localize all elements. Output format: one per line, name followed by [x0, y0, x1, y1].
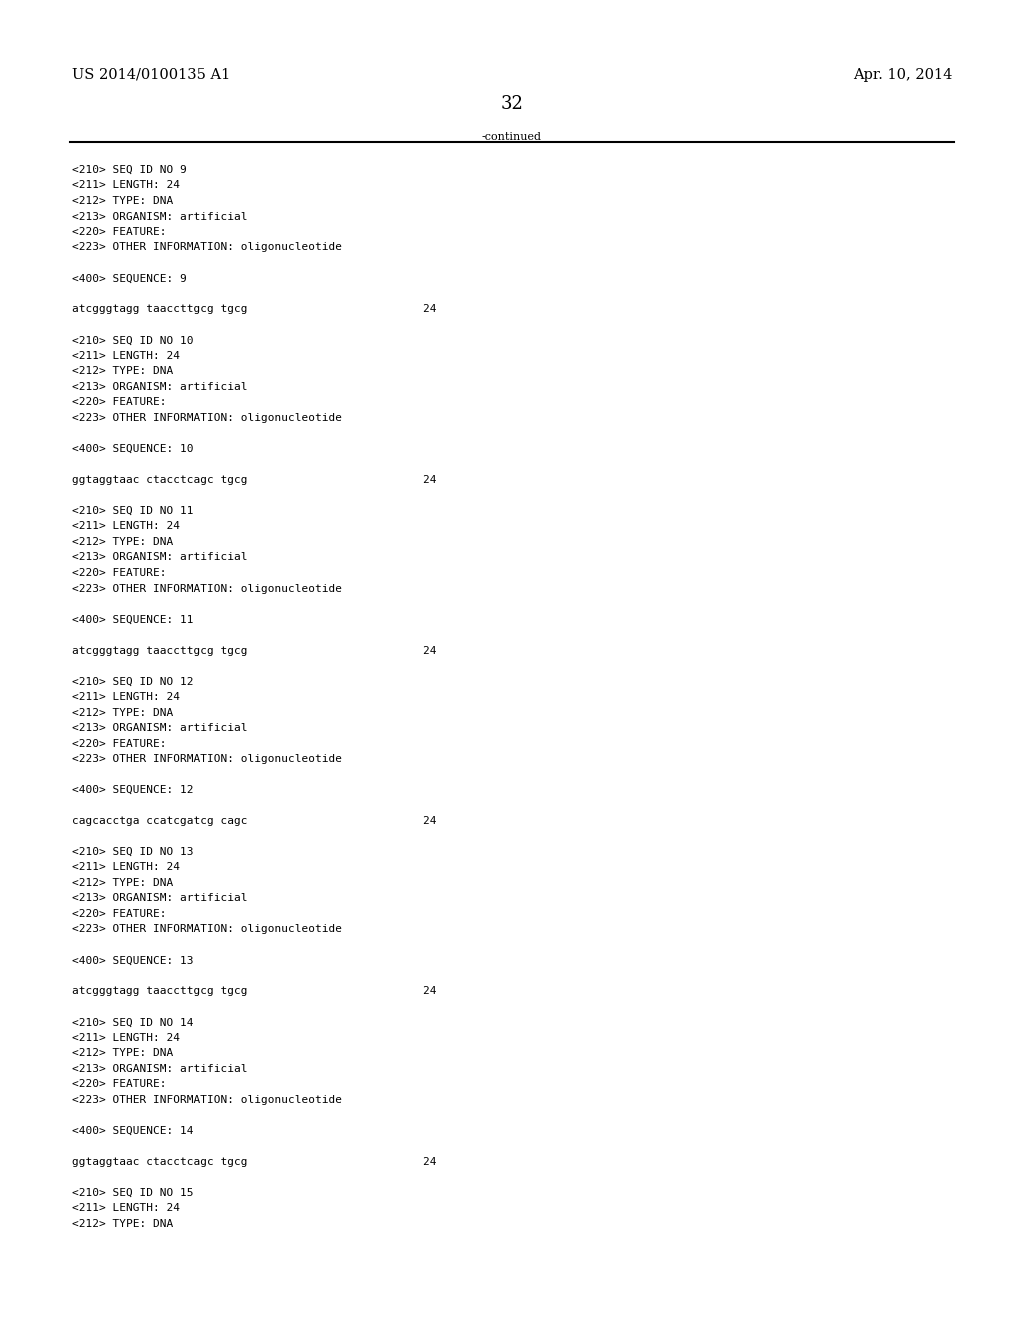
Text: <220> FEATURE:: <220> FEATURE: — [72, 738, 167, 748]
Text: <213> ORGANISM: artificial: <213> ORGANISM: artificial — [72, 211, 248, 222]
Text: <210> SEQ ID NO 12: <210> SEQ ID NO 12 — [72, 677, 194, 686]
Text: <213> ORGANISM: artificial: <213> ORGANISM: artificial — [72, 1064, 248, 1074]
Text: <212> TYPE: DNA: <212> TYPE: DNA — [72, 537, 173, 546]
Text: <211> LENGTH: 24: <211> LENGTH: 24 — [72, 521, 180, 532]
Text: <220> FEATURE:: <220> FEATURE: — [72, 397, 167, 408]
Text: <211> LENGTH: 24: <211> LENGTH: 24 — [72, 862, 180, 873]
Text: <223> OTHER INFORMATION: oligonucleotide: <223> OTHER INFORMATION: oligonucleotide — [72, 1096, 342, 1105]
Text: US 2014/0100135 A1: US 2014/0100135 A1 — [72, 69, 230, 82]
Text: <400> SEQUENCE: 9: <400> SEQUENCE: 9 — [72, 273, 186, 284]
Text: <223> OTHER INFORMATION: oligonucleotide: <223> OTHER INFORMATION: oligonucleotide — [72, 243, 342, 252]
Text: <210> SEQ ID NO 15: <210> SEQ ID NO 15 — [72, 1188, 194, 1199]
Text: <212> TYPE: DNA: <212> TYPE: DNA — [72, 878, 173, 888]
Text: <213> ORGANISM: artificial: <213> ORGANISM: artificial — [72, 894, 248, 903]
Text: <220> FEATURE:: <220> FEATURE: — [72, 909, 167, 919]
Text: <400> SEQUENCE: 12: <400> SEQUENCE: 12 — [72, 785, 194, 795]
Text: atcgggtagg taaccttgcg tgcg                          24: atcgggtagg taaccttgcg tgcg 24 — [72, 305, 436, 314]
Text: <223> OTHER INFORMATION: oligonucleotide: <223> OTHER INFORMATION: oligonucleotide — [72, 583, 342, 594]
Text: <223> OTHER INFORMATION: oligonucleotide: <223> OTHER INFORMATION: oligonucleotide — [72, 413, 342, 422]
Text: <400> SEQUENCE: 13: <400> SEQUENCE: 13 — [72, 956, 194, 965]
Text: atcgggtagg taaccttgcg tgcg                          24: atcgggtagg taaccttgcg tgcg 24 — [72, 645, 436, 656]
Text: <400> SEQUENCE: 11: <400> SEQUENCE: 11 — [72, 615, 194, 624]
Text: <210> SEQ ID NO 11: <210> SEQ ID NO 11 — [72, 506, 194, 516]
Text: <400> SEQUENCE: 14: <400> SEQUENCE: 14 — [72, 1126, 194, 1137]
Text: ggtaggtaac ctacctcagc tgcg                          24: ggtaggtaac ctacctcagc tgcg 24 — [72, 1158, 436, 1167]
Text: <212> TYPE: DNA: <212> TYPE: DNA — [72, 195, 173, 206]
Text: <212> TYPE: DNA: <212> TYPE: DNA — [72, 367, 173, 376]
Text: <210> SEQ ID NO 9: <210> SEQ ID NO 9 — [72, 165, 186, 176]
Text: <211> LENGTH: 24: <211> LENGTH: 24 — [72, 181, 180, 190]
Text: Apr. 10, 2014: Apr. 10, 2014 — [853, 69, 952, 82]
Text: cagcacctga ccatcgatcg cagc                          24: cagcacctga ccatcgatcg cagc 24 — [72, 816, 436, 826]
Text: <400> SEQUENCE: 10: <400> SEQUENCE: 10 — [72, 444, 194, 454]
Text: -continued: -continued — [482, 132, 542, 143]
Text: 32: 32 — [501, 95, 523, 114]
Text: <210> SEQ ID NO 10: <210> SEQ ID NO 10 — [72, 335, 194, 346]
Text: <220> FEATURE:: <220> FEATURE: — [72, 568, 167, 578]
Text: <212> TYPE: DNA: <212> TYPE: DNA — [72, 708, 173, 718]
Text: <220> FEATURE:: <220> FEATURE: — [72, 1080, 167, 1089]
Text: ggtaggtaac ctacctcagc tgcg                          24: ggtaggtaac ctacctcagc tgcg 24 — [72, 475, 436, 484]
Text: <210> SEQ ID NO 13: <210> SEQ ID NO 13 — [72, 847, 194, 857]
Text: <212> TYPE: DNA: <212> TYPE: DNA — [72, 1218, 173, 1229]
Text: <220> FEATURE:: <220> FEATURE: — [72, 227, 167, 238]
Text: <223> OTHER INFORMATION: oligonucleotide: <223> OTHER INFORMATION: oligonucleotide — [72, 754, 342, 764]
Text: <212> TYPE: DNA: <212> TYPE: DNA — [72, 1048, 173, 1059]
Text: <213> ORGANISM: artificial: <213> ORGANISM: artificial — [72, 381, 248, 392]
Text: <223> OTHER INFORMATION: oligonucleotide: <223> OTHER INFORMATION: oligonucleotide — [72, 924, 342, 935]
Text: <210> SEQ ID NO 14: <210> SEQ ID NO 14 — [72, 1018, 194, 1027]
Text: <211> LENGTH: 24: <211> LENGTH: 24 — [72, 1204, 180, 1213]
Text: <211> LENGTH: 24: <211> LENGTH: 24 — [72, 692, 180, 702]
Text: atcgggtagg taaccttgcg tgcg                          24: atcgggtagg taaccttgcg tgcg 24 — [72, 986, 436, 997]
Text: <213> ORGANISM: artificial: <213> ORGANISM: artificial — [72, 553, 248, 562]
Text: <211> LENGTH: 24: <211> LENGTH: 24 — [72, 351, 180, 360]
Text: <213> ORGANISM: artificial: <213> ORGANISM: artificial — [72, 723, 248, 733]
Text: <211> LENGTH: 24: <211> LENGTH: 24 — [72, 1034, 180, 1043]
